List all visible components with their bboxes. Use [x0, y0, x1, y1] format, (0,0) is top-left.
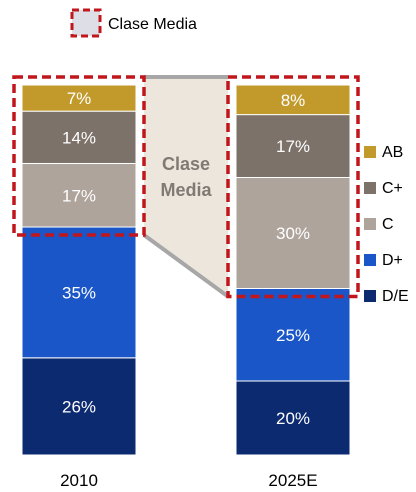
highlight-connector-bottom-edge — [142, 233, 230, 299]
bar-2025E-AB — [235, 84, 351, 116]
legend-swatch-AB — [364, 146, 376, 158]
legend-label-D/E: D/E — [382, 288, 409, 305]
bar-2010-AB — [21, 84, 137, 112]
bar-label-2025E-D+: 25% — [276, 326, 310, 345]
x-axis-ticks: 2010 2025E — [60, 471, 318, 490]
bar-label-2010-AB: 7% — [67, 89, 92, 108]
bar-2010-D/E — [21, 357, 137, 456]
bars: 26% 35% 17% 14% 7% 20% 25% 30% 17% 8% — [21, 84, 351, 456]
legend-label-C+: C+ — [382, 180, 403, 197]
legend: AB C+ C D+ D/E — [364, 144, 409, 305]
bar-label-2010-C: 17% — [62, 186, 96, 205]
bar-label-2010-D+: 35% — [62, 283, 96, 302]
legend-swatch-C — [364, 218, 376, 230]
bar-label-2025E-AB: 8% — [281, 91, 306, 110]
legend-swatch-C+ — [364, 182, 376, 194]
bar-label-2010-C+: 14% — [62, 128, 96, 147]
bar-2025E-C — [235, 177, 351, 289]
legend-swatch-D/E — [364, 290, 376, 302]
bar-2010-C — [21, 162, 137, 228]
highlight-legend-label: Clase Media — [108, 16, 197, 33]
bar-2010-D+ — [21, 226, 137, 359]
bar-label-2025E-D/E: 20% — [276, 409, 310, 428]
bar-label-2025E-C+: 17% — [276, 137, 310, 156]
highlight-legend-swatch — [70, 8, 102, 38]
bar-2025E-D+ — [235, 288, 351, 382]
highlight-connector-band — [144, 77, 228, 297]
highlight-band-label-line-2: Media — [160, 180, 212, 200]
bar-2010-C+ — [21, 110, 137, 164]
highlight-box-2025E — [226, 75, 360, 299]
bar-label-2010-D/E: 26% — [62, 397, 96, 416]
legend-label-D+: D+ — [382, 252, 403, 269]
legend-label-AB: AB — [382, 144, 403, 161]
bar-2025E-D/E — [235, 380, 351, 456]
highlight-box-2010 — [12, 75, 146, 237]
bar-2025E-C+ — [235, 114, 351, 178]
highlight-boxes — [12, 75, 360, 299]
legend-swatch-D+ — [364, 254, 376, 266]
bar-label-2025E-C: 30% — [276, 224, 310, 243]
x-tick-2010: 2010 — [60, 471, 98, 490]
x-tick-2025E: 2025E — [268, 471, 317, 490]
legend-label-C: C — [382, 216, 394, 233]
highlight-band-label-line-1: Clase — [162, 154, 210, 174]
highlight-legend: Clase Media — [70, 8, 197, 38]
